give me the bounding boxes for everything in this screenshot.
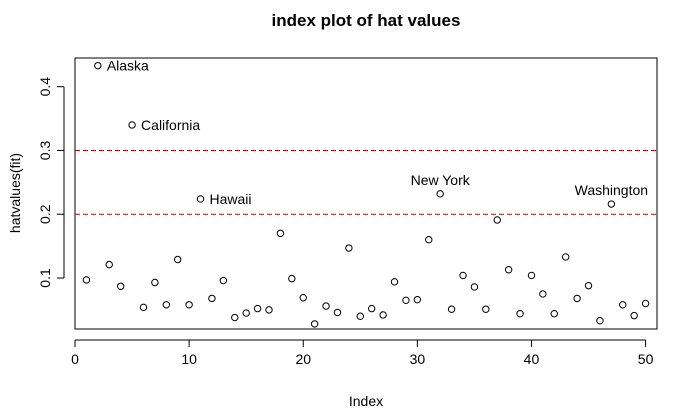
x-tick-label: 0 [71, 351, 79, 367]
data-point [265, 306, 273, 314]
data-point [94, 61, 102, 70]
data-point [550, 309, 558, 318]
data-point [584, 281, 593, 290]
data-point [139, 303, 148, 312]
data-point [641, 299, 650, 308]
data-point [231, 313, 239, 322]
x-tick-label: 20 [295, 351, 311, 367]
data-point [493, 216, 501, 224]
data-point [425, 236, 433, 244]
data-point [105, 260, 113, 269]
data-point [322, 302, 330, 310]
data-point [196, 195, 205, 203]
data-point [116, 282, 125, 290]
data-point [470, 283, 479, 291]
data-point [368, 304, 376, 313]
y-tick-label: 0.2 [37, 204, 53, 224]
annotation-label: Washington [575, 182, 648, 198]
data-point [562, 253, 570, 261]
x-tick-label: 30 [410, 351, 426, 367]
data-point [151, 278, 159, 287]
annotation-label: California [141, 117, 200, 133]
data-point [242, 309, 250, 317]
data-point [630, 311, 638, 320]
y-tick-label: 0.1 [37, 268, 53, 288]
x-tick-label: 50 [638, 351, 654, 367]
data-point [333, 308, 342, 317]
data-point [459, 271, 467, 280]
data-point [185, 301, 193, 309]
data-point [527, 271, 536, 280]
data-point [208, 294, 216, 303]
data-point [219, 276, 228, 285]
data-point [345, 244, 353, 252]
chart-title: index plot of hat values [272, 11, 461, 30]
data-point [607, 200, 616, 208]
data-point [436, 190, 444, 198]
annotation-label: Alaska [107, 58, 149, 74]
annotation-label: Hawaii [210, 191, 252, 207]
data-point [504, 265, 513, 274]
data-point [128, 121, 136, 129]
point-annotations: Alaska California Hawaii New York Washington [107, 58, 648, 207]
data-point [402, 296, 410, 305]
data-point [573, 294, 581, 303]
annotation-label: New York [411, 172, 471, 188]
x-tick-label: 40 [524, 351, 540, 367]
data-point [162, 301, 170, 309]
data-point [482, 305, 490, 313]
reference-lines [75, 149, 657, 215]
data-point [413, 295, 422, 304]
data-point [253, 304, 262, 313]
data-point [596, 317, 604, 325]
y-axis: 0.1 0.2 0.3 0.4 [37, 77, 65, 288]
data-point [288, 274, 296, 283]
data-point [619, 301, 627, 309]
y-axis-label: hatvalues(fit) [7, 153, 23, 233]
x-tick-label: 10 [181, 351, 197, 367]
data-point [276, 229, 285, 238]
data-point [82, 276, 91, 284]
y-tick-label: 0.4 [37, 77, 53, 97]
data-point [516, 309, 524, 318]
data-points [82, 61, 650, 328]
data-point [174, 255, 182, 264]
plot-area-border [74, 57, 658, 330]
data-point [390, 278, 399, 286]
data-point [310, 320, 319, 328]
data-point [447, 305, 456, 313]
data-point [299, 294, 307, 302]
data-point [356, 312, 364, 320]
data-point [379, 311, 387, 319]
x-axis-label: Index [349, 393, 383, 409]
x-axis: 0 10 20 30 40 50 [71, 339, 654, 367]
y-tick-label: 0.3 [37, 141, 53, 161]
data-point [539, 290, 547, 298]
